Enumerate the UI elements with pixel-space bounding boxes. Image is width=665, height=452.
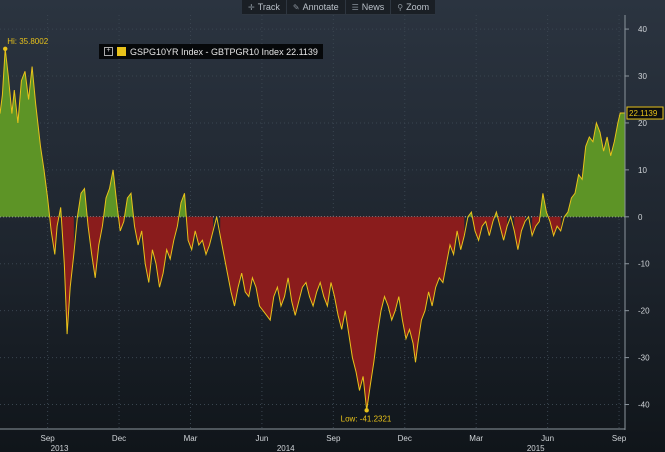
y-tick-label: 30 [638,72,647,81]
positive-area [103,169,119,217]
high-marker [3,46,8,51]
y-tick-label: 40 [638,25,647,34]
year-label: 2015 [527,444,545,452]
x-tick-label: Dec [398,434,412,443]
news-icon: ☰ [351,2,359,12]
area-layer [0,48,625,411]
negative-area [61,216,74,335]
x-tick-label: Mar [469,434,483,443]
y-tick-label: -30 [638,354,650,363]
x-tick-label: Dec [112,434,126,443]
annotation-layer: Hi: 35.8002 Low: -41.2321 22.1139 [3,37,664,423]
x-tick-label: Mar [184,434,198,443]
axis-layer: 40 30 20 10 0 -10 -20 -30 -40 Sep Dec Mar Jun Sep Dec M… [0,15,650,452]
y-tick-label: 0 [638,213,643,222]
zoom-button[interactable]: ⚲ Zoom [391,0,435,14]
year-label: 2014 [277,444,295,452]
chart-toolbar: ✛ Track ✎ Annotate ☰ News ⚲ Zoom [242,0,436,15]
y-tick-label: 20 [638,119,647,128]
negative-area [548,216,561,236]
negative-area [532,216,540,236]
positive-area [564,113,625,217]
annotate-label: Annotate [302,2,339,12]
last-value-label: 22.1139 [629,109,658,118]
y-tick-label: -10 [638,260,650,269]
series-line [0,48,625,411]
x-tick-label: Jun [255,434,268,443]
annotate-button[interactable]: ✎ Annotate [287,0,346,14]
track-button[interactable]: ✛ Track [242,0,287,14]
negative-area [186,216,214,255]
legend-text: GSPG10YR Index - GBTPGR10 Index 22.1139 [130,46,318,57]
negative-area [87,216,104,278]
last-value-tag [626,106,664,120]
x-tick-label: Sep [326,434,341,443]
positive-area [0,48,50,217]
y-tick-label: -20 [638,307,650,316]
year-label: 2013 [51,444,69,452]
magnifier-icon: ⚲ [397,2,404,12]
news-button[interactable]: ☰ News [346,0,392,14]
x-tick-label: Sep [41,434,56,443]
negative-area [514,216,525,250]
track-label: Track [257,2,280,12]
negative-area [133,216,179,288]
zoom-label: Zoom [406,2,430,12]
expand-icon[interactable]: + [104,47,113,56]
crosshair-icon: ✛ [248,2,255,12]
legend-swatch [117,47,126,56]
low-marker [364,408,369,413]
y-tick-label: 10 [638,166,647,175]
x-tick-label: Sep [612,434,627,443]
news-label: News [361,2,385,12]
x-tick-label: Jun [541,434,554,443]
line-layer [0,48,625,411]
chart-legend[interactable]: + GSPG10YR Index - GBTPGR10 Index 22.113… [99,44,323,59]
positive-area [178,193,187,217]
y-tick-label: -40 [638,401,650,410]
negative-area [220,216,465,411]
high-label: Hi: 35.8002 [7,37,48,46]
pencil-icon: ✎ [292,2,300,12]
low-label: Low: -41.2321 [341,414,392,423]
